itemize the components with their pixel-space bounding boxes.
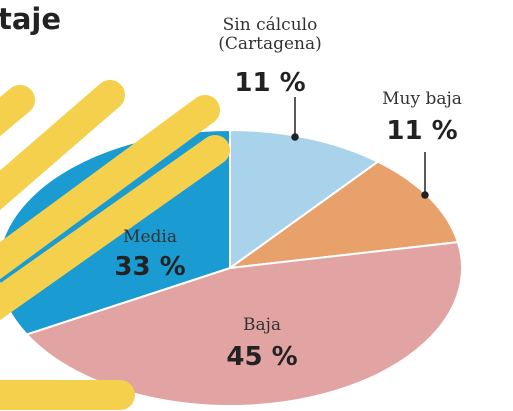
pie-slice <box>229 128 380 270</box>
value-label: 33 % <box>114 252 186 282</box>
value-label: 11 % <box>386 116 458 146</box>
pie-slice <box>226 160 460 270</box>
slice-label: Media <box>123 227 177 247</box>
value-label: 45 % <box>226 342 298 372</box>
leader-lines <box>291 97 429 199</box>
slice-label: Baja <box>242 315 282 335</box>
chart-title: taje <box>0 2 62 36</box>
pie-slice <box>24 241 463 407</box>
hand <box>0 80 230 410</box>
slice-label: Muy baja <box>382 89 462 109</box>
value-label: 11 % <box>234 68 306 98</box>
slice-label: Sin cálculo (Cartagena) <box>218 15 322 54</box>
